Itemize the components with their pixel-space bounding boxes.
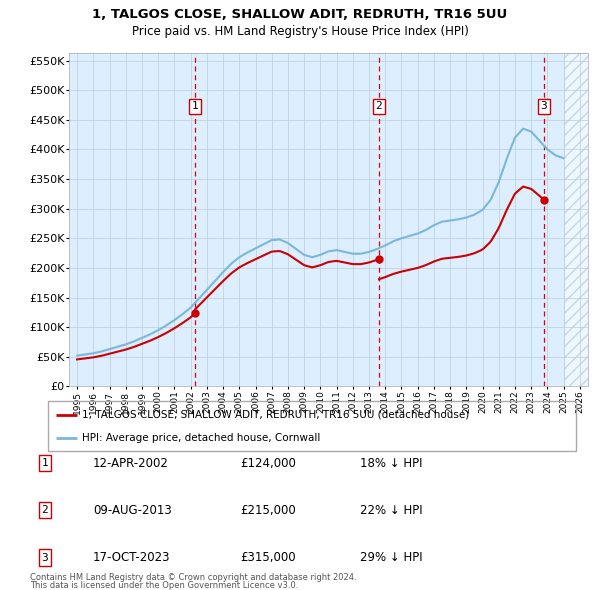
- Text: 1: 1: [41, 458, 49, 468]
- Text: 18% ↓ HPI: 18% ↓ HPI: [360, 457, 422, 470]
- Text: 2: 2: [41, 506, 49, 515]
- Text: 29% ↓ HPI: 29% ↓ HPI: [360, 551, 422, 564]
- Text: £124,000: £124,000: [240, 457, 296, 470]
- Text: 3: 3: [41, 553, 49, 562]
- Text: 3: 3: [541, 101, 547, 112]
- Text: 1, TALGOS CLOSE, SHALLOW ADIT, REDRUTH, TR16 5UU (detached house): 1, TALGOS CLOSE, SHALLOW ADIT, REDRUTH, …: [82, 409, 470, 419]
- Text: 1, TALGOS CLOSE, SHALLOW ADIT, REDRUTH, TR16 5UU: 1, TALGOS CLOSE, SHALLOW ADIT, REDRUTH, …: [92, 8, 508, 21]
- Text: 09-AUG-2013: 09-AUG-2013: [93, 504, 172, 517]
- Text: 22% ↓ HPI: 22% ↓ HPI: [360, 504, 422, 517]
- Text: £215,000: £215,000: [240, 504, 296, 517]
- Text: Price paid vs. HM Land Registry's House Price Index (HPI): Price paid vs. HM Land Registry's House …: [131, 25, 469, 38]
- Text: Contains HM Land Registry data © Crown copyright and database right 2024.: Contains HM Land Registry data © Crown c…: [30, 572, 356, 582]
- Text: This data is licensed under the Open Government Licence v3.0.: This data is licensed under the Open Gov…: [30, 581, 298, 590]
- Text: £315,000: £315,000: [240, 551, 296, 564]
- Bar: [563, 53, 588, 386]
- Text: 12-APR-2002: 12-APR-2002: [93, 457, 169, 470]
- Text: HPI: Average price, detached house, Cornwall: HPI: Average price, detached house, Corn…: [82, 433, 320, 443]
- Text: 2: 2: [376, 101, 382, 112]
- Text: 1: 1: [192, 101, 199, 112]
- Text: 17-OCT-2023: 17-OCT-2023: [93, 551, 170, 564]
